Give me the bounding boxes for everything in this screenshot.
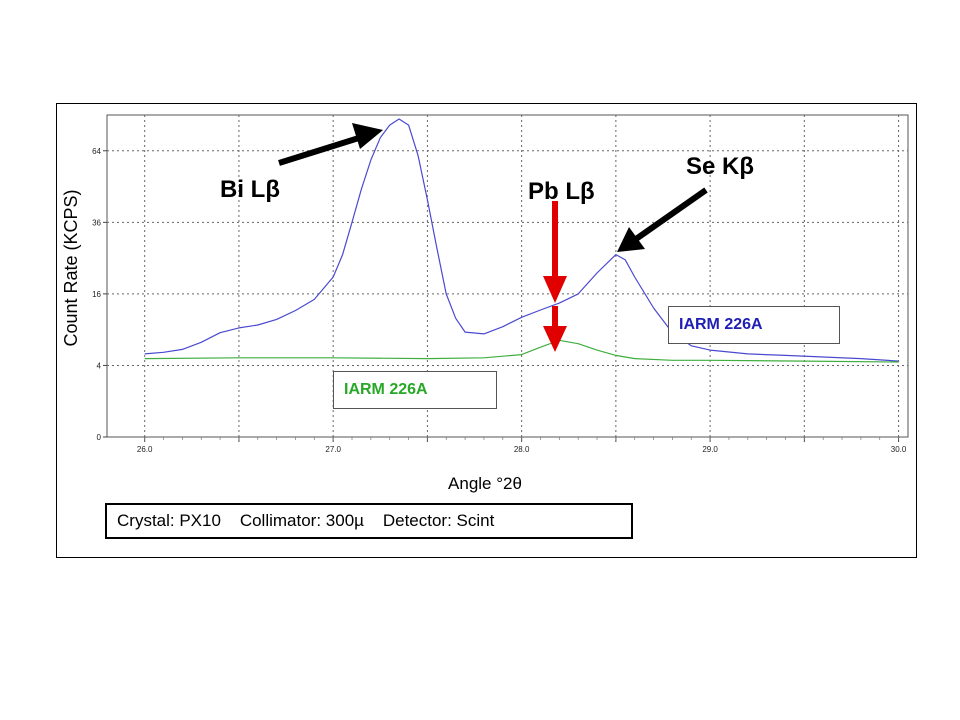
- legend-green-text: IARM 226A: [344, 381, 428, 398]
- bi-lb-label: Bi Lβ: [220, 176, 280, 203]
- x-tick-label: 27.0: [325, 445, 341, 454]
- y-tick-label: 16: [92, 290, 101, 299]
- annotation-se-kb: Se Kβ: [617, 153, 754, 252]
- y-axis-label: Count Rate (KCPS): [61, 189, 81, 346]
- y-tick-label: 4: [97, 361, 102, 370]
- x-axis-label: Angle °2θ: [448, 474, 522, 493]
- plot-background: [106, 114, 909, 438]
- x-tick-label: 29.0: [702, 445, 718, 454]
- chart-frame: [56, 103, 917, 558]
- instrument-info-text: Crystal: PX10 Collimator: 300µ Detector:…: [117, 511, 495, 530]
- bi-arrow-shaft: [278, 134, 363, 166]
- pb-arrow-head-lower: [543, 326, 567, 352]
- y-tick-label: 36: [92, 218, 101, 227]
- axis-ticks: 26.0 27.0 28.0 29.0 30.0 0 4 16 36 64: [92, 147, 907, 454]
- pb-arrow-head-upper: [543, 276, 567, 303]
- pb-lb-label: Pb Lβ: [528, 178, 595, 205]
- x-tick-label: 26.0: [137, 445, 153, 454]
- annotation-pb-lb: Pb Lβ: [528, 178, 595, 352]
- y-tick-label: 0: [97, 433, 102, 442]
- y-tick-label: 64: [92, 147, 101, 156]
- legend-label-green: IARM 226A: [333, 371, 497, 409]
- se-arrow-head: [617, 227, 645, 252]
- se-kb-label: Se Kβ: [686, 153, 754, 180]
- bi-arrow-head: [352, 123, 383, 149]
- series-line-green: [144, 339, 899, 363]
- se-arrow-shaft: [634, 187, 708, 242]
- x-tick-label: 30.0: [891, 445, 907, 454]
- legend-blue-text: IARM 226A: [679, 316, 763, 333]
- annotation-bi-lb: Bi Lβ: [220, 123, 383, 203]
- plot-area: 26.0 27.0 28.0 29.0 30.0 0 4 16 36 64: [92, 114, 909, 454]
- instrument-info-box: Crystal: PX10 Collimator: 300µ Detector:…: [105, 503, 633, 539]
- x-tick-label: 28.0: [514, 445, 530, 454]
- legend-label-blue: IARM 226A: [668, 306, 840, 344]
